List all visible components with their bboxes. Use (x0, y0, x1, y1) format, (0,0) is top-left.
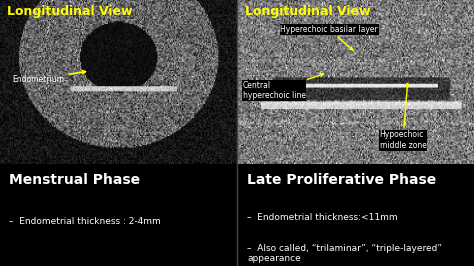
Text: –  Also called, “trilaminar”, “triple-layered”
appearance: – Also called, “trilaminar”, “triple-lay… (247, 244, 442, 263)
Text: Longitudinal View: Longitudinal View (7, 5, 133, 18)
Text: –  Endometrial thickness:<11mm: – Endometrial thickness:<11mm (247, 213, 398, 222)
Text: –  Endometrial thickness : 2-4mm: – Endometrial thickness : 2-4mm (9, 218, 161, 226)
Text: Menstrual Phase: Menstrual Phase (9, 173, 141, 187)
Text: Endometrium: Endometrium (12, 70, 85, 84)
Text: Central
hyperechoic line: Central hyperechoic line (243, 73, 324, 100)
Text: Hyperechoic basiIar layer: Hyperechoic basiIar layer (281, 25, 378, 50)
Text: Late Proliferative Phase: Late Proliferative Phase (247, 173, 437, 187)
Text: Hypoechoic
middle zone: Hypoechoic middle zone (380, 84, 427, 150)
Text: Longitudinal View: Longitudinal View (245, 5, 371, 18)
